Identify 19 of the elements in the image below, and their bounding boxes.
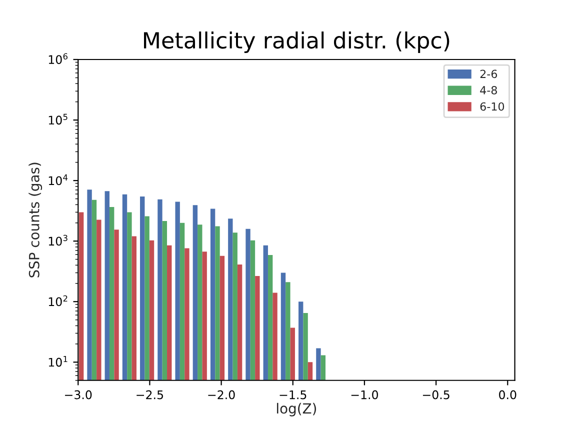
chart-title: Metallicity radial distr. (kpc) [144, 32, 450, 54]
legend-label: 2-6 [480, 70, 498, 78]
x-tick-label: −3.0 [65, 390, 92, 400]
x-axis-title: log(Z) [277, 402, 316, 416]
y-tick-label: 10$^{6}$ [48, 53, 68, 64]
x-tick-label: −1.5 [280, 390, 306, 400]
y-tick-label: 10$^{5}$ [48, 114, 68, 125]
legend-label: 4-8 [480, 86, 497, 94]
x-tick-label: 0.0 [499, 390, 516, 400]
y-tick-label: 10$^{1}$ [48, 356, 68, 367]
x-tick-label: −0.5 [422, 390, 450, 400]
y-axis-title: SSP counts (gas) [28, 162, 42, 278]
x-tick-label: −2.5 [136, 390, 164, 400]
x-tick-label: −2.0 [208, 390, 235, 400]
y-tick-label: 10$^{3}$ [48, 234, 68, 246]
x-tick-label: −1.0 [351, 390, 378, 400]
y-tick-label: 10$^{2}$ [48, 295, 68, 306]
y-tick-label: 10$^{4}$ [48, 174, 68, 186]
legend-label: 6-10 [480, 102, 504, 111]
